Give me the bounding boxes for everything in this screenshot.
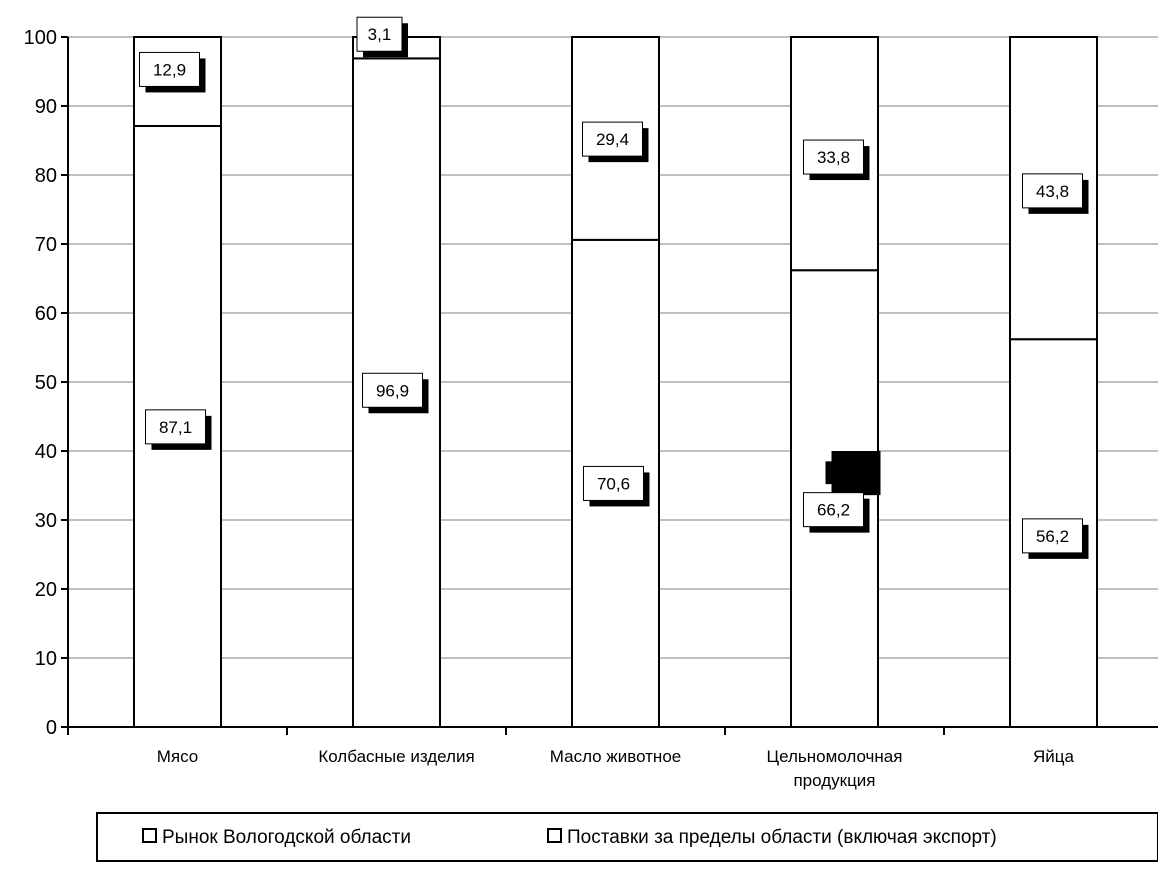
- data-label: 56,2: [1036, 527, 1069, 546]
- category-label: Яйца: [1033, 747, 1075, 766]
- data-label: 70,6: [597, 474, 630, 493]
- legend-swatch: [142, 828, 157, 843]
- data-label-box: [145, 409, 206, 445]
- y-tick-label: 70: [35, 234, 57, 256]
- y-tick-label: 100: [24, 27, 57, 49]
- y-tick-label: 40: [35, 441, 57, 463]
- black-marker: [831, 451, 881, 496]
- legend-label: Рынок Вологодской области: [162, 827, 411, 848]
- data-label: 96,9: [376, 381, 409, 400]
- y-tick-label: 80: [35, 165, 57, 187]
- y-tick-label: 60: [35, 303, 57, 325]
- data-label-box: [356, 16, 403, 52]
- y-tick-label: 90: [35, 96, 57, 118]
- category-label: Мясо: [157, 747, 199, 766]
- legend-swatch: [547, 828, 562, 843]
- data-label: 12,9: [153, 60, 186, 79]
- data-label-box: [1022, 518, 1083, 554]
- y-tick-label: 50: [35, 372, 57, 394]
- y-tick-label: 0: [46, 717, 57, 739]
- y-tick-label: 20: [35, 579, 57, 601]
- data-label-box: [583, 465, 644, 501]
- data-label-box: [582, 121, 643, 157]
- legend-box: [96, 812, 1158, 862]
- data-label: 33,8: [817, 148, 850, 167]
- y-tick-label: 30: [35, 510, 57, 532]
- category-label: продукция: [793, 771, 875, 790]
- data-label: 29,4: [596, 130, 629, 149]
- legend-label: Поставки за пределы области (включая экс…: [567, 827, 997, 848]
- data-label-box: [1022, 173, 1083, 209]
- category-label: Колбасные изделия: [318, 747, 474, 766]
- data-label: 87,1: [159, 418, 192, 437]
- data-label-box: [803, 492, 864, 528]
- black-marker: [825, 461, 834, 485]
- data-label-box: [362, 372, 423, 408]
- y-tick-label: 10: [35, 648, 57, 670]
- data-label-box: [139, 51, 200, 87]
- data-label: 66,2: [817, 501, 850, 520]
- data-label: 3,1: [368, 25, 392, 44]
- data-label: 43,8: [1036, 182, 1069, 201]
- category-label: Масло животное: [550, 747, 681, 766]
- data-label-box: [803, 139, 864, 175]
- category-label: Цельномолочная: [767, 747, 903, 766]
